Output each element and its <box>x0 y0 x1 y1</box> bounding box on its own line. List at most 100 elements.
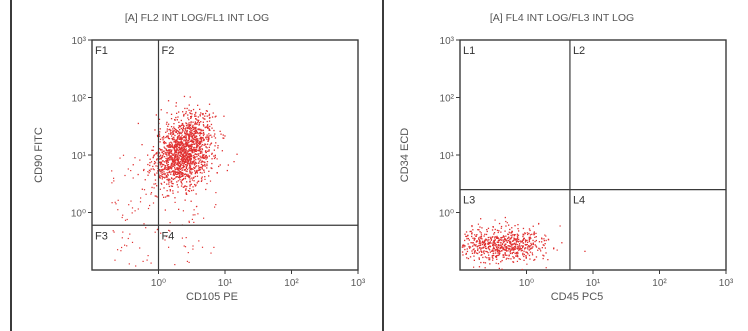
event-dot <box>191 168 193 170</box>
event-dot <box>504 253 506 255</box>
event-dot <box>483 261 485 264</box>
event-dot <box>177 186 179 188</box>
event-dot <box>489 251 491 253</box>
event-dot <box>202 155 205 157</box>
event-dot <box>197 213 199 215</box>
event-dot <box>169 155 171 157</box>
event-dot <box>496 255 498 257</box>
event-dot <box>547 239 550 241</box>
event-dot <box>196 146 198 148</box>
event-dot <box>164 168 166 171</box>
event-dot <box>167 100 170 102</box>
event-dot <box>495 256 497 258</box>
event-dot <box>503 256 505 258</box>
event-dot <box>505 220 507 223</box>
event-dot <box>527 246 529 248</box>
event-dot <box>159 170 161 172</box>
event-dot <box>193 138 195 140</box>
event-dot <box>227 164 229 166</box>
event-dot <box>187 134 189 136</box>
event-dot <box>194 142 196 144</box>
event-dot <box>170 126 173 128</box>
event-dot <box>528 232 530 235</box>
event-dot <box>179 131 181 133</box>
event-dot <box>164 239 166 241</box>
event-dot <box>480 234 483 236</box>
event-dot <box>504 238 506 240</box>
event-dot <box>496 249 498 251</box>
event-dot <box>181 131 183 133</box>
event-dot <box>191 218 193 220</box>
event-dot <box>514 239 516 241</box>
event-dot <box>189 147 191 149</box>
event-dot <box>172 183 174 185</box>
event-dot <box>186 168 189 171</box>
event-dot <box>190 153 192 155</box>
event-dot <box>181 146 183 148</box>
event-dot <box>158 158 160 160</box>
event-dot <box>462 254 464 256</box>
event-dot <box>519 258 521 260</box>
event-dot <box>201 137 203 139</box>
event-dot <box>166 112 168 114</box>
event-dot <box>179 147 181 149</box>
event-dot <box>518 246 520 248</box>
event-dot <box>178 149 180 151</box>
event-dot <box>179 141 181 143</box>
event-dot <box>195 115 197 117</box>
event-dot <box>524 241 527 243</box>
event-dot <box>510 237 512 239</box>
event-dot <box>189 130 191 133</box>
event-dot <box>195 122 197 124</box>
event-dot <box>161 163 163 165</box>
event-dot <box>160 161 162 163</box>
event-dot <box>188 146 190 148</box>
event-dot <box>514 225 516 227</box>
event-dot <box>468 239 470 241</box>
event-dot <box>499 239 501 242</box>
event-dot <box>167 149 170 151</box>
event-dot <box>201 132 203 135</box>
event-dot <box>498 254 500 256</box>
event-dot <box>176 148 178 150</box>
event-dot <box>208 155 210 157</box>
event-dot <box>462 244 464 246</box>
event-dot <box>164 177 166 179</box>
event-dot <box>190 117 192 119</box>
event-dot <box>522 233 524 235</box>
event-dot <box>199 150 201 152</box>
plot-frame <box>459 39 727 271</box>
event-dot <box>191 139 193 141</box>
event-dot <box>502 243 504 245</box>
event-dot <box>525 244 527 246</box>
event-dot <box>160 170 162 172</box>
event-dot <box>171 167 173 169</box>
event-dot <box>489 258 491 261</box>
event-dot <box>181 158 183 161</box>
event-dot <box>173 149 176 151</box>
event-dot <box>188 135 190 137</box>
event-dot <box>192 127 194 129</box>
event-dot <box>193 143 195 145</box>
event-dot <box>177 150 180 152</box>
event-dot <box>474 234 476 236</box>
y-tick-label: 10³ <box>440 36 455 47</box>
event-dot <box>170 158 172 160</box>
event-dot <box>532 246 534 248</box>
event-dot <box>514 238 516 240</box>
event-dot <box>188 167 190 169</box>
event-dot <box>497 254 499 257</box>
event-dot <box>481 254 483 256</box>
event-dot <box>192 121 194 123</box>
event-dot <box>493 242 495 244</box>
plot-frame <box>91 39 359 271</box>
event-dot <box>168 171 170 174</box>
event-dot <box>193 158 195 160</box>
event-dot <box>473 243 475 245</box>
event-dot <box>203 139 205 141</box>
event-dot <box>164 209 166 211</box>
event-dot <box>195 170 197 173</box>
event-dot <box>489 263 491 265</box>
event-dot <box>496 250 499 252</box>
event-dot <box>532 242 534 244</box>
